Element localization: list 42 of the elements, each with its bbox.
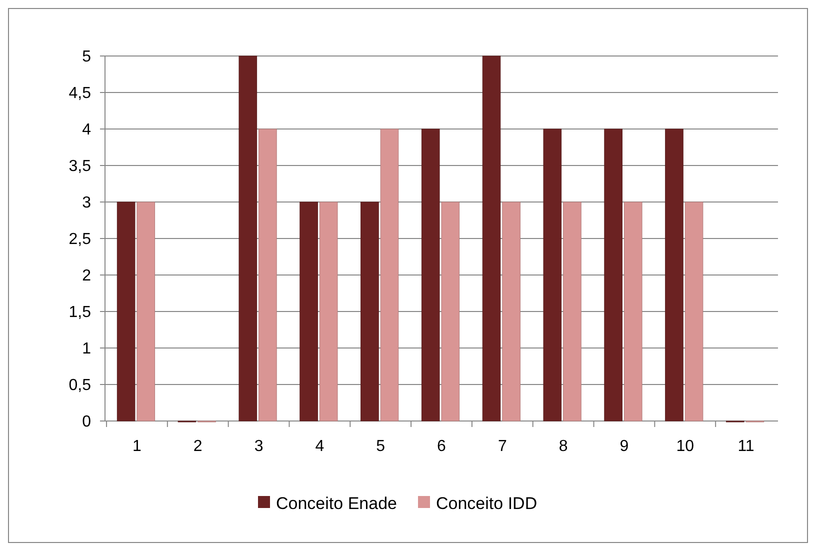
x-tick-label: 6 (437, 438, 446, 455)
y-tick-label: 2 (82, 268, 92, 285)
x-tick-label: 8 (558, 438, 568, 455)
bar (421, 128, 440, 422)
y-tick-label: 4,5 (68, 85, 92, 102)
y-tick-label: 4 (82, 122, 92, 139)
y-tick-label: 2,5 (68, 231, 92, 248)
y-tick-label: 3,5 (68, 158, 92, 176)
bar (441, 202, 460, 422)
bar (665, 128, 684, 422)
bar (319, 202, 338, 422)
x-tick-label: 2 (193, 438, 202, 455)
bar (543, 128, 562, 422)
x-tick-label: 5 (376, 438, 386, 455)
legend-label: Conceito IDD (436, 494, 538, 513)
x-tick-label: 11 (738, 438, 754, 455)
bar (684, 202, 704, 422)
x-tick-label: 7 (498, 438, 507, 455)
bar (136, 202, 156, 422)
bar (604, 128, 622, 422)
bar (238, 56, 258, 422)
y-tick-label: 0 (82, 414, 92, 431)
y-tick-label: 1,5 (68, 304, 92, 322)
bar (624, 202, 642, 422)
bar (258, 128, 277, 422)
y-tick-label: 3 (82, 194, 92, 212)
bar (502, 202, 520, 422)
x-tick-label: 10 (676, 438, 694, 455)
bar (563, 202, 582, 422)
y-tick-label: 0,5 (68, 377, 92, 394)
x-tick-label: 3 (254, 438, 264, 455)
legend-label: Conceito Enade (276, 494, 397, 513)
x-tick-label: 9 (620, 438, 629, 455)
bar (300, 202, 318, 422)
x-tick-label: 1 (132, 438, 142, 455)
bar (482, 56, 501, 422)
y-tick-label: 1 (82, 340, 92, 358)
y-tick-label: 5 (82, 48, 92, 66)
x-tick-label: 4 (315, 438, 324, 455)
bar (116, 202, 136, 422)
bar (380, 128, 399, 422)
bar (360, 202, 379, 422)
